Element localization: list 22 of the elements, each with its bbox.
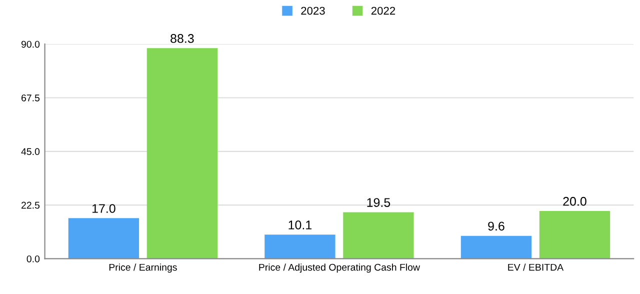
x-tick-label: Price / Adjusted Operating Cash Flow <box>259 264 420 273</box>
bar <box>460 236 532 259</box>
data-label: 17.0 <box>92 204 116 213</box>
data-label: 88.3 <box>170 34 194 43</box>
y-tick-label: 22.5 <box>22 202 40 209</box>
bar <box>68 218 140 259</box>
y-tick-label: 67.5 <box>22 94 40 102</box>
bar <box>343 212 414 259</box>
y-tick-label: 90.0 <box>21 40 40 48</box>
data-label: 9.6 <box>488 222 504 231</box>
data-label: 19.5 <box>367 198 390 207</box>
data-label: 20.0 <box>563 196 586 206</box>
bar <box>539 211 610 259</box>
x-tick-label: Price / Earnings <box>109 264 177 273</box>
bar <box>264 234 336 259</box>
legend-label: 2022 <box>371 6 396 15</box>
y-tick-label: 45.0 <box>21 148 40 156</box>
data-label: 10.1 <box>288 220 312 230</box>
legend-label: 2023 <box>301 6 325 15</box>
bar <box>146 48 218 259</box>
y-tick-label: 0.0 <box>26 255 40 262</box>
x-tick-label: EV / EBITDA <box>508 264 564 271</box>
